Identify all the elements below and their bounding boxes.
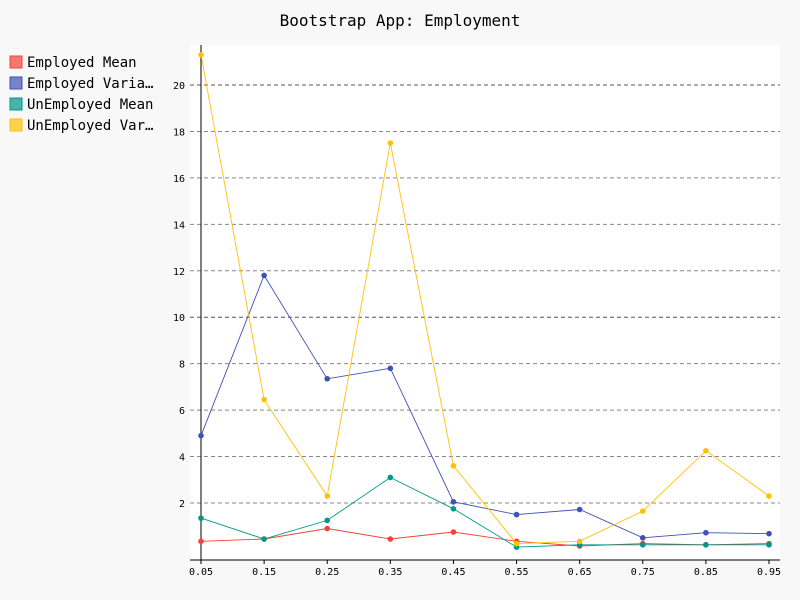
data-point-3-5[interactable] <box>513 540 520 547</box>
data-point-1-6[interactable] <box>576 506 583 513</box>
axes: 2 4 6 8 10 12 14 16 18 20 0.05 0.15 0.25 0.35 0.45 0.55… <box>173 45 781 578</box>
data-point-1-5[interactable] <box>513 511 520 518</box>
x-tick-label: 0.15 <box>252 567 276 578</box>
x-tick-label: 0.95 <box>757 567 781 578</box>
data-point-2-7[interactable] <box>639 542 646 548</box>
data-point-1-4[interactable] <box>450 499 457 505</box>
legend-swatch-0[interactable] <box>9 55 23 69</box>
legend-label-2[interactable]: UnEmployed Mean <box>27 97 153 113</box>
plot-area <box>190 45 780 560</box>
data-point-3-7[interactable] <box>639 508 646 514</box>
data-point-3-3[interactable] <box>387 140 394 146</box>
y-tick-label: 4 <box>179 453 185 464</box>
series-line-3 <box>200 54 770 545</box>
y-tick-label: 18 <box>173 127 185 138</box>
series-lines <box>198 52 772 550</box>
y-tick-label: 6 <box>179 406 185 417</box>
data-point-2-1[interactable] <box>261 536 267 542</box>
legend-swatch-3[interactable] <box>9 118 23 132</box>
data-point-2-4[interactable] <box>450 506 457 512</box>
legend-label-1[interactable]: Employed Varia… <box>27 76 153 92</box>
x-tick-label: 0.45 <box>441 567 465 578</box>
y-tick-label: 2 <box>179 499 185 510</box>
legend-swatch-1[interactable] <box>9 76 23 90</box>
x-tick-label: 0.65 <box>568 567 592 578</box>
y-tick-label: 14 <box>173 220 185 231</box>
data-point-0-4[interactable] <box>450 529 457 535</box>
data-point-1-2[interactable] <box>324 375 331 382</box>
data-point-3-8[interactable] <box>703 447 709 454</box>
y-tick-label: 20 <box>173 81 185 92</box>
grid-lines <box>190 84 780 504</box>
data-point-2-3[interactable] <box>387 474 394 481</box>
data-point-3-2[interactable] <box>324 493 331 499</box>
chart-title: Bootstrap App: Employment <box>280 11 521 30</box>
data-point-0-0[interactable] <box>198 538 204 545</box>
data-point-3-4[interactable] <box>450 463 457 469</box>
data-point-1-0[interactable] <box>198 432 204 439</box>
x-tick-label: 0.55 <box>505 567 529 578</box>
data-point-1-8[interactable] <box>703 529 709 536</box>
legend: Employed Mean Employed Varia… UnEmployed M… <box>9 55 153 134</box>
data-point-3-0[interactable] <box>198 52 204 58</box>
y-tick-label: 8 <box>179 360 185 371</box>
series-line-0 <box>200 528 770 547</box>
data-point-3-1[interactable] <box>261 396 267 403</box>
x-tick-label: 0.35 <box>378 567 402 578</box>
y-tick-label: 12 <box>173 267 185 278</box>
series-line-2 <box>200 476 769 548</box>
x-tick-label: 0.05 <box>189 567 213 578</box>
x-tick-label: 0.25 <box>315 567 339 578</box>
legend-swatch-2[interactable] <box>9 97 23 111</box>
data-point-3-9[interactable] <box>766 493 772 499</box>
data-point-2-2[interactable] <box>324 517 331 524</box>
x-tick-label: 0.85 <box>694 567 718 578</box>
y-tick-label: 16 <box>173 174 185 185</box>
series-line-1 <box>200 274 770 539</box>
data-point-2-8[interactable] <box>703 542 709 548</box>
legend-label-0[interactable]: Employed Mean <box>27 55 137 71</box>
x-tick-label: 0.75 <box>631 567 655 578</box>
data-point-3-6[interactable] <box>576 538 583 545</box>
legend-label-3[interactable]: UnEmployed Var… <box>27 118 153 134</box>
data-point-2-9[interactable] <box>766 542 772 548</box>
data-point-1-3[interactable] <box>387 365 394 372</box>
data-point-2-0[interactable] <box>198 515 204 521</box>
y-tick-label: 10 <box>173 313 185 324</box>
data-point-0-2[interactable] <box>324 525 331 532</box>
data-point-1-7[interactable] <box>639 535 646 541</box>
data-point-1-9[interactable] <box>766 530 772 537</box>
data-point-1-1[interactable] <box>261 272 267 279</box>
data-point-0-3[interactable] <box>387 536 394 542</box>
